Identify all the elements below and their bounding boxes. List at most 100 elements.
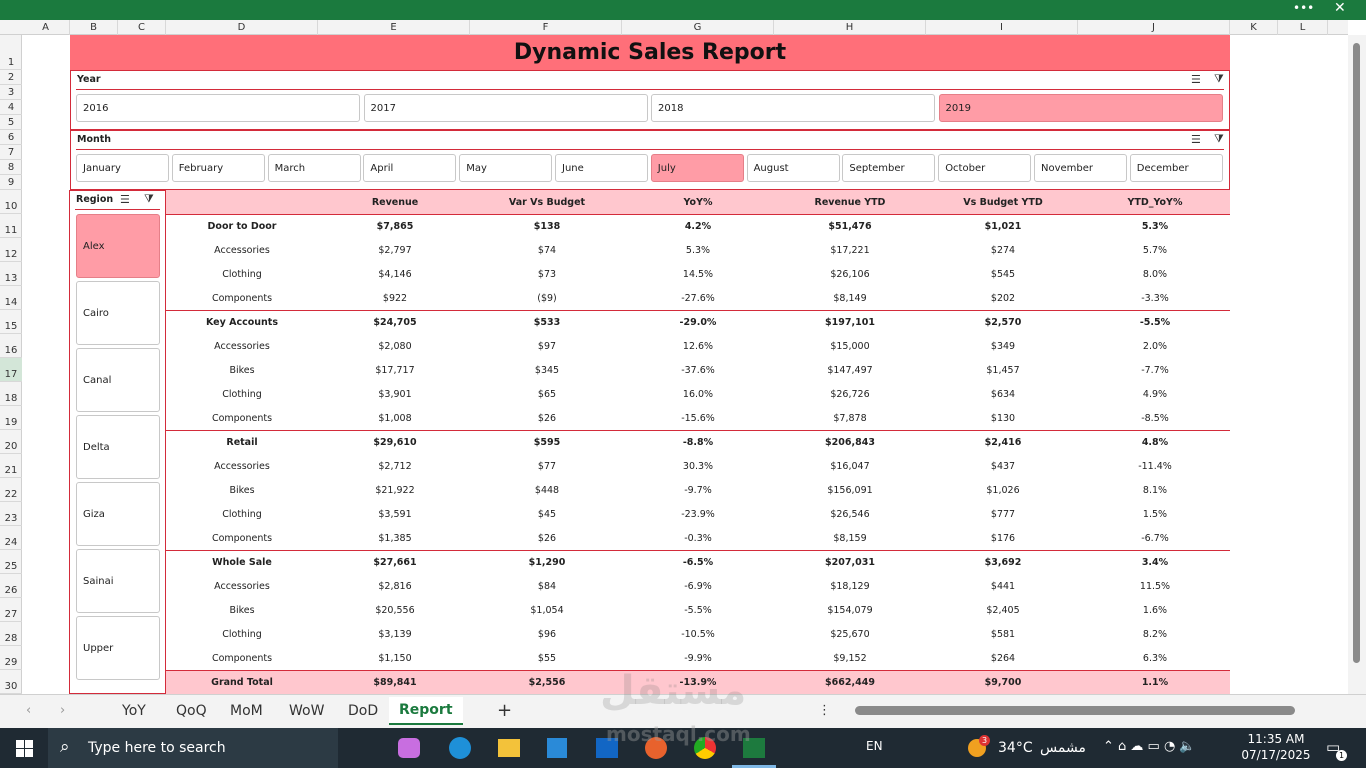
region-button[interactable]: Canal [76,348,160,412]
chrome-icon[interactable] [694,737,716,759]
table-cell: 5.3% [685,244,711,256]
firefox-icon[interactable] [645,737,667,759]
column-header: D [166,20,318,35]
scroll-thumb[interactable] [1353,43,1360,663]
year-button[interactable]: 2016 [76,94,360,122]
year-button[interactable]: 2018 [651,94,935,122]
close-button[interactable]: ✕ [1334,0,1346,16]
row-header: 4 [0,100,22,115]
region-button[interactable]: Upper [76,616,160,680]
clear-filter-icon: ⧩ [1214,72,1224,85]
table-cell: $26,546 [830,508,870,520]
table-cell: Accessories [214,580,270,592]
table-cell: 8.2% [1142,628,1168,640]
table-cell: 5.7% [1142,244,1168,256]
table-cell: -15.6% [681,412,715,424]
table-cell: 30.3% [682,460,714,472]
month-button[interactable]: March [267,154,361,182]
table-cell: $7,878 [833,412,867,424]
add-sheet[interactable]: + [497,700,513,721]
month-button[interactable]: September [842,154,936,182]
explorer-icon[interactable] [498,739,520,757]
month-button[interactable]: April [363,154,457,182]
month-button[interactable]: December [1129,154,1223,182]
table-cell: $26,106 [830,268,870,280]
next-sheet[interactable]: › [60,703,66,718]
row-header: 6 [0,130,22,145]
sheet-tab[interactable]: QoQ [176,703,207,719]
month-button[interactable]: October [938,154,1032,182]
sheet-tab[interactable]: Report [389,697,463,725]
month-button[interactable]: July [650,154,744,182]
sheet-tab[interactable]: DoD [348,703,379,719]
table-cell: $20,556 [375,604,415,616]
sheet-tab[interactable]: MoM [230,703,263,719]
report-title: Dynamic Sales Report [70,35,1230,70]
store-icon[interactable] [547,738,567,758]
month-button[interactable]: January [76,154,169,182]
table-cell: 14.5% [682,268,714,280]
region-button[interactable]: Delta [76,415,160,479]
year-button[interactable]: 2019 [938,94,1223,122]
row-header: 28 [0,622,22,646]
column-header: K [1230,20,1278,35]
table-cell: $130 [990,412,1016,424]
table-cell: $26 [537,412,557,424]
table-cell: 1.1% [1141,676,1169,688]
region-button[interactable]: Cairo [76,281,160,345]
more-button[interactable]: ••• [1293,1,1315,15]
row-header: 13 [0,262,22,286]
year-button[interactable]: 2017 [363,94,648,122]
table-cell: $2,405 [986,604,1020,616]
table-cell: -9.9% [684,652,712,664]
region-button[interactable]: Alex [76,214,160,278]
column-header: E [318,20,470,35]
vertical-scrollbar[interactable] [1348,35,1366,694]
table-cell: $922 [382,292,408,304]
table-cell: $3,139 [378,628,412,640]
tab-menu[interactable]: ⋮ [818,703,831,718]
table-cell: 3.4% [1141,556,1169,568]
horizontal-scroll-thumb[interactable] [855,706,1295,715]
table-cell: $264 [990,652,1016,664]
month-button[interactable]: August [746,154,840,182]
table-cell: $1,026 [986,484,1020,496]
table-cell: $74 [537,244,557,256]
search-placeholder[interactable]: Type here to search [88,740,226,756]
prev-sheet[interactable]: ‹ [26,703,32,718]
copilot-icon[interactable] [398,738,420,758]
sheet-tab[interactable]: YoY [122,703,146,719]
tray-icons: ⌃ ⌂ ☁ ▭ ◔ 🔈 [1103,739,1196,754]
column-title: Var Vs Budget [508,196,586,208]
table-cell: $17,717 [375,364,415,376]
month-button[interactable]: June [555,154,648,182]
search-box[interactable] [48,728,338,768]
table-cell: -9.7% [684,484,712,496]
table-cell: $345 [534,364,560,376]
excel-icon[interactable] [743,738,765,758]
outlook-icon[interactable] [596,738,618,758]
month-button[interactable]: November [1034,154,1127,182]
table-cell: $662,449 [825,676,875,688]
table-cell: $1,150 [378,652,412,664]
month-button[interactable]: May [459,154,553,182]
start-button[interactable] [16,740,33,757]
clock-date: 07/17/2025 [1241,748,1311,762]
row-header: 30 [0,670,22,694]
row-header: 21 [0,454,22,478]
table-cell: Accessories [214,340,270,352]
table-cell: Clothing [222,628,262,640]
row-header: 26 [0,574,22,598]
table-cell: $1,054 [530,604,564,616]
row-header: 15 [0,310,22,334]
region-button[interactable]: Sainai [76,549,160,613]
table-cell: Bikes [229,364,255,376]
sheet-tab[interactable]: WoW [289,703,325,719]
table-cell: Door to Door [207,220,277,232]
region-button[interactable]: Giza [76,482,160,546]
table-cell: -29.0% [679,316,717,328]
table-cell: $26,726 [830,388,870,400]
table-cell: Components [211,652,273,664]
month-button[interactable]: February [171,154,265,182]
edge-icon[interactable] [449,737,471,759]
